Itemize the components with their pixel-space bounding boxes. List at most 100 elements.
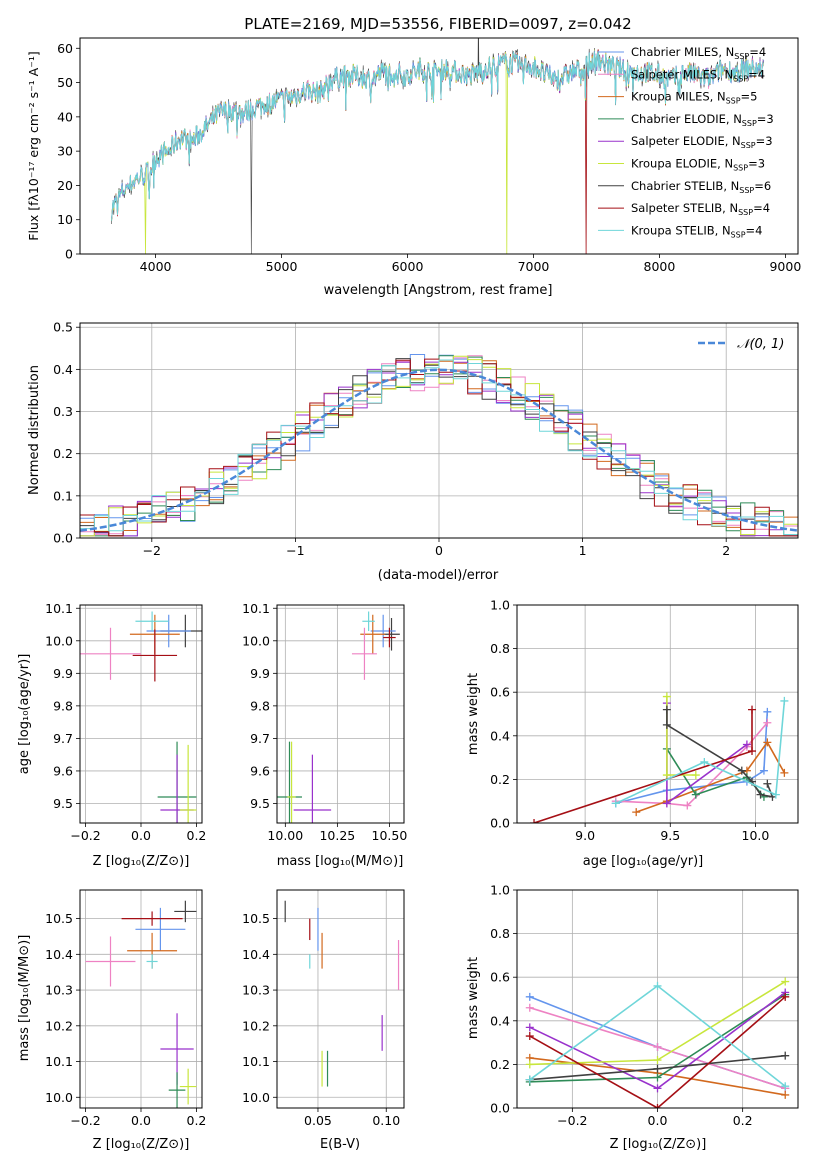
plot-marks	[111, 38, 765, 254]
weight-vs-age-plot-area: 9.0 9.5 10.0 0.0 0.2 0.4 0.6 0.8 1.0	[490, 598, 799, 843]
legend-label-count: =4	[753, 201, 770, 215]
y-tick-label: 0.3	[53, 404, 73, 419]
age-vs-Z-plot-area: −0.2 0.0 0.2 9.5 9.6 9.7 9.8 9.9 10.0 10.1	[45, 601, 207, 843]
residuals-plot-area: −2 −1 0 1 2 0.0 0.1 0.2 0.3 0.4 0.5	[53, 320, 799, 558]
legend-label: Chabrier ELODIE, NSSP=3	[631, 112, 774, 128]
y-tick-label: 10.0	[242, 633, 270, 648]
weight-vs-age-ylabel: mass weight	[466, 673, 481, 755]
legend-label-sub: SSP	[739, 186, 754, 195]
weight-marker	[748, 747, 757, 756]
axes-frame	[79, 322, 799, 539]
x-tick-label: 10.50	[372, 828, 408, 843]
legend-label-n: N	[733, 112, 742, 126]
x-tick-label: 0.2	[187, 828, 207, 843]
legend-label: Kroupa STELIB, NSSP=4	[631, 223, 762, 239]
y-tick-label: 9.5	[53, 796, 73, 811]
age-vs-Z-panel: −0.2 0.0 0.2 9.5 9.6 9.7 9.8 9.9 10.0 10.1 Z [log…	[17, 601, 207, 869]
legend-label-sub: SSP	[741, 141, 756, 150]
y-tick-label: 0.2	[490, 1057, 510, 1072]
plot-marks	[530, 692, 789, 823]
gaussian-legend-label: 𝒩(0, 1)	[737, 337, 784, 352]
x-tick-label: 0.0	[131, 828, 151, 843]
x-tick-label: 8000	[644, 259, 676, 274]
weight-line	[615, 700, 786, 805]
y-tick-label: 9.9	[250, 666, 270, 681]
y-tick-label: 0.0	[490, 1101, 510, 1116]
legend-label-n: N	[724, 67, 733, 81]
weight-marker	[662, 720, 671, 729]
weight-vs-Z-plot-area: −0.2 0.0 0.2 0.0 0.2 0.4 0.6 0.8 1.0	[490, 883, 799, 1128]
y-tick-label: 10.0	[45, 1090, 73, 1105]
legend-label: Kroupa ELODIE, NSSP=3	[631, 157, 765, 173]
axes-frame	[79, 604, 203, 824]
weight-marker	[742, 740, 751, 749]
plot-marks	[277, 611, 400, 823]
legend-label-count: =5	[741, 90, 758, 104]
age-vs-mass-panel: 10.00 10.25 10.50 9.5 9.6 9.7 9.8 9.9 10.0 10.1 m…	[242, 601, 407, 869]
legend-label-count: =4	[746, 223, 763, 237]
weight-marker	[780, 696, 789, 705]
y-tick-label: 10.0	[242, 1090, 270, 1105]
x-tick-label: 0.0	[131, 1113, 151, 1128]
y-tick-label: 0.5	[53, 320, 73, 335]
legend-label: Kroupa MILES, NSSP=5	[631, 90, 758, 106]
residuals-xlabel: (data-model)/error	[378, 568, 499, 583]
x-tick-label: −1	[286, 543, 304, 558]
x-tick-label: 4000	[140, 259, 172, 274]
weight-vs-Z-ylabel: mass weight	[466, 957, 481, 1039]
weight-vs-age-xlabel: age [log₁₀(age/yr)]	[583, 854, 704, 869]
axes-frame	[276, 604, 405, 824]
weight-vs-age-panel: 9.0 9.5 10.0 0.0 0.2 0.4 0.6 0.8 1.0 age [log₁₀(…	[466, 598, 799, 869]
weight-marker	[763, 718, 772, 727]
weight-marker	[781, 1090, 790, 1099]
y-tick-label: 9.8	[53, 698, 73, 713]
mass-vs-Z-panel: −0.2 0.0 0.2 10.0 10.1 10.2 10.3 10.4 10.5 Z [lo…	[17, 889, 206, 1152]
x-tick-label: 9000	[769, 259, 801, 274]
plot-marks	[85, 900, 197, 1108]
legend-label-sub: SSP	[726, 97, 741, 106]
x-tick-label: 10.25	[319, 828, 355, 843]
legend-label: Chabrier STELIB, NSSP=6	[631, 179, 771, 195]
legend-label-sub: SSP	[742, 119, 757, 128]
y-tick-label: 9.6	[53, 763, 73, 778]
axes-frame	[516, 889, 799, 1109]
legend-label-n: N	[717, 90, 726, 104]
x-tick-label: 0.0	[648, 1113, 668, 1128]
y-tick-label: 0.6	[490, 970, 510, 985]
weight-line	[615, 711, 769, 805]
x-tick-label: −0.2	[70, 828, 100, 843]
weight-marker	[611, 799, 620, 808]
legend-label-count: =4	[749, 45, 766, 59]
x-tick-label: 2	[722, 543, 730, 558]
y-tick-label: 0.0	[490, 816, 510, 831]
y-tick-label: 0.4	[490, 1013, 510, 1028]
y-tick-label: 0.0	[53, 531, 73, 546]
mass-vs-ebv-panel: 0.05 0.10 10.0 10.1 10.2 10.3 10.4 10.5 E(B-V)	[242, 889, 405, 1152]
weight-marker	[683, 801, 692, 810]
legend-label: Salpeter STELIB, NSSP=4	[631, 201, 770, 217]
x-tick-label: 9.5	[660, 828, 680, 843]
legend-label: Chabrier MILES, NSSP=4	[631, 45, 766, 61]
residuals-legend: 𝒩(0, 1)	[698, 337, 784, 352]
x-tick-label: −0.2	[70, 1113, 100, 1128]
x-tick-label: 0	[435, 543, 443, 558]
weight-marker	[780, 768, 789, 777]
legend-label: Salpeter MILES, NSSP=4	[631, 67, 765, 83]
y-tick-label: 10.2	[45, 1018, 73, 1033]
x-tick-label: 9.0	[575, 828, 595, 843]
weight-marker	[756, 790, 765, 799]
x-tick-label: −2	[143, 543, 161, 558]
y-tick-label: 0.4	[490, 728, 510, 743]
weight-marker	[781, 1082, 790, 1091]
weight-marker	[653, 1042, 662, 1051]
weight-marker	[525, 992, 534, 1001]
legend-label-count: =3	[757, 112, 774, 126]
weight-marker	[748, 705, 757, 714]
residuals-ylabel: Normed distribution	[27, 365, 42, 495]
spectrum-ylabel: Flux [fλ10⁻¹⁷ erg cm⁻² s⁻¹ A⁻¹]	[26, 51, 41, 240]
mass-vs-Z-plot-area: −0.2 0.0 0.2 10.0 10.1 10.2 10.3 10.4 10.5	[45, 889, 206, 1128]
x-tick-label: −0.2	[557, 1113, 587, 1128]
legend-label-sub: SSP	[734, 52, 749, 61]
age-vs-Z-xlabel: Z [log₁₀(Z/Z⊙)]	[93, 854, 190, 869]
